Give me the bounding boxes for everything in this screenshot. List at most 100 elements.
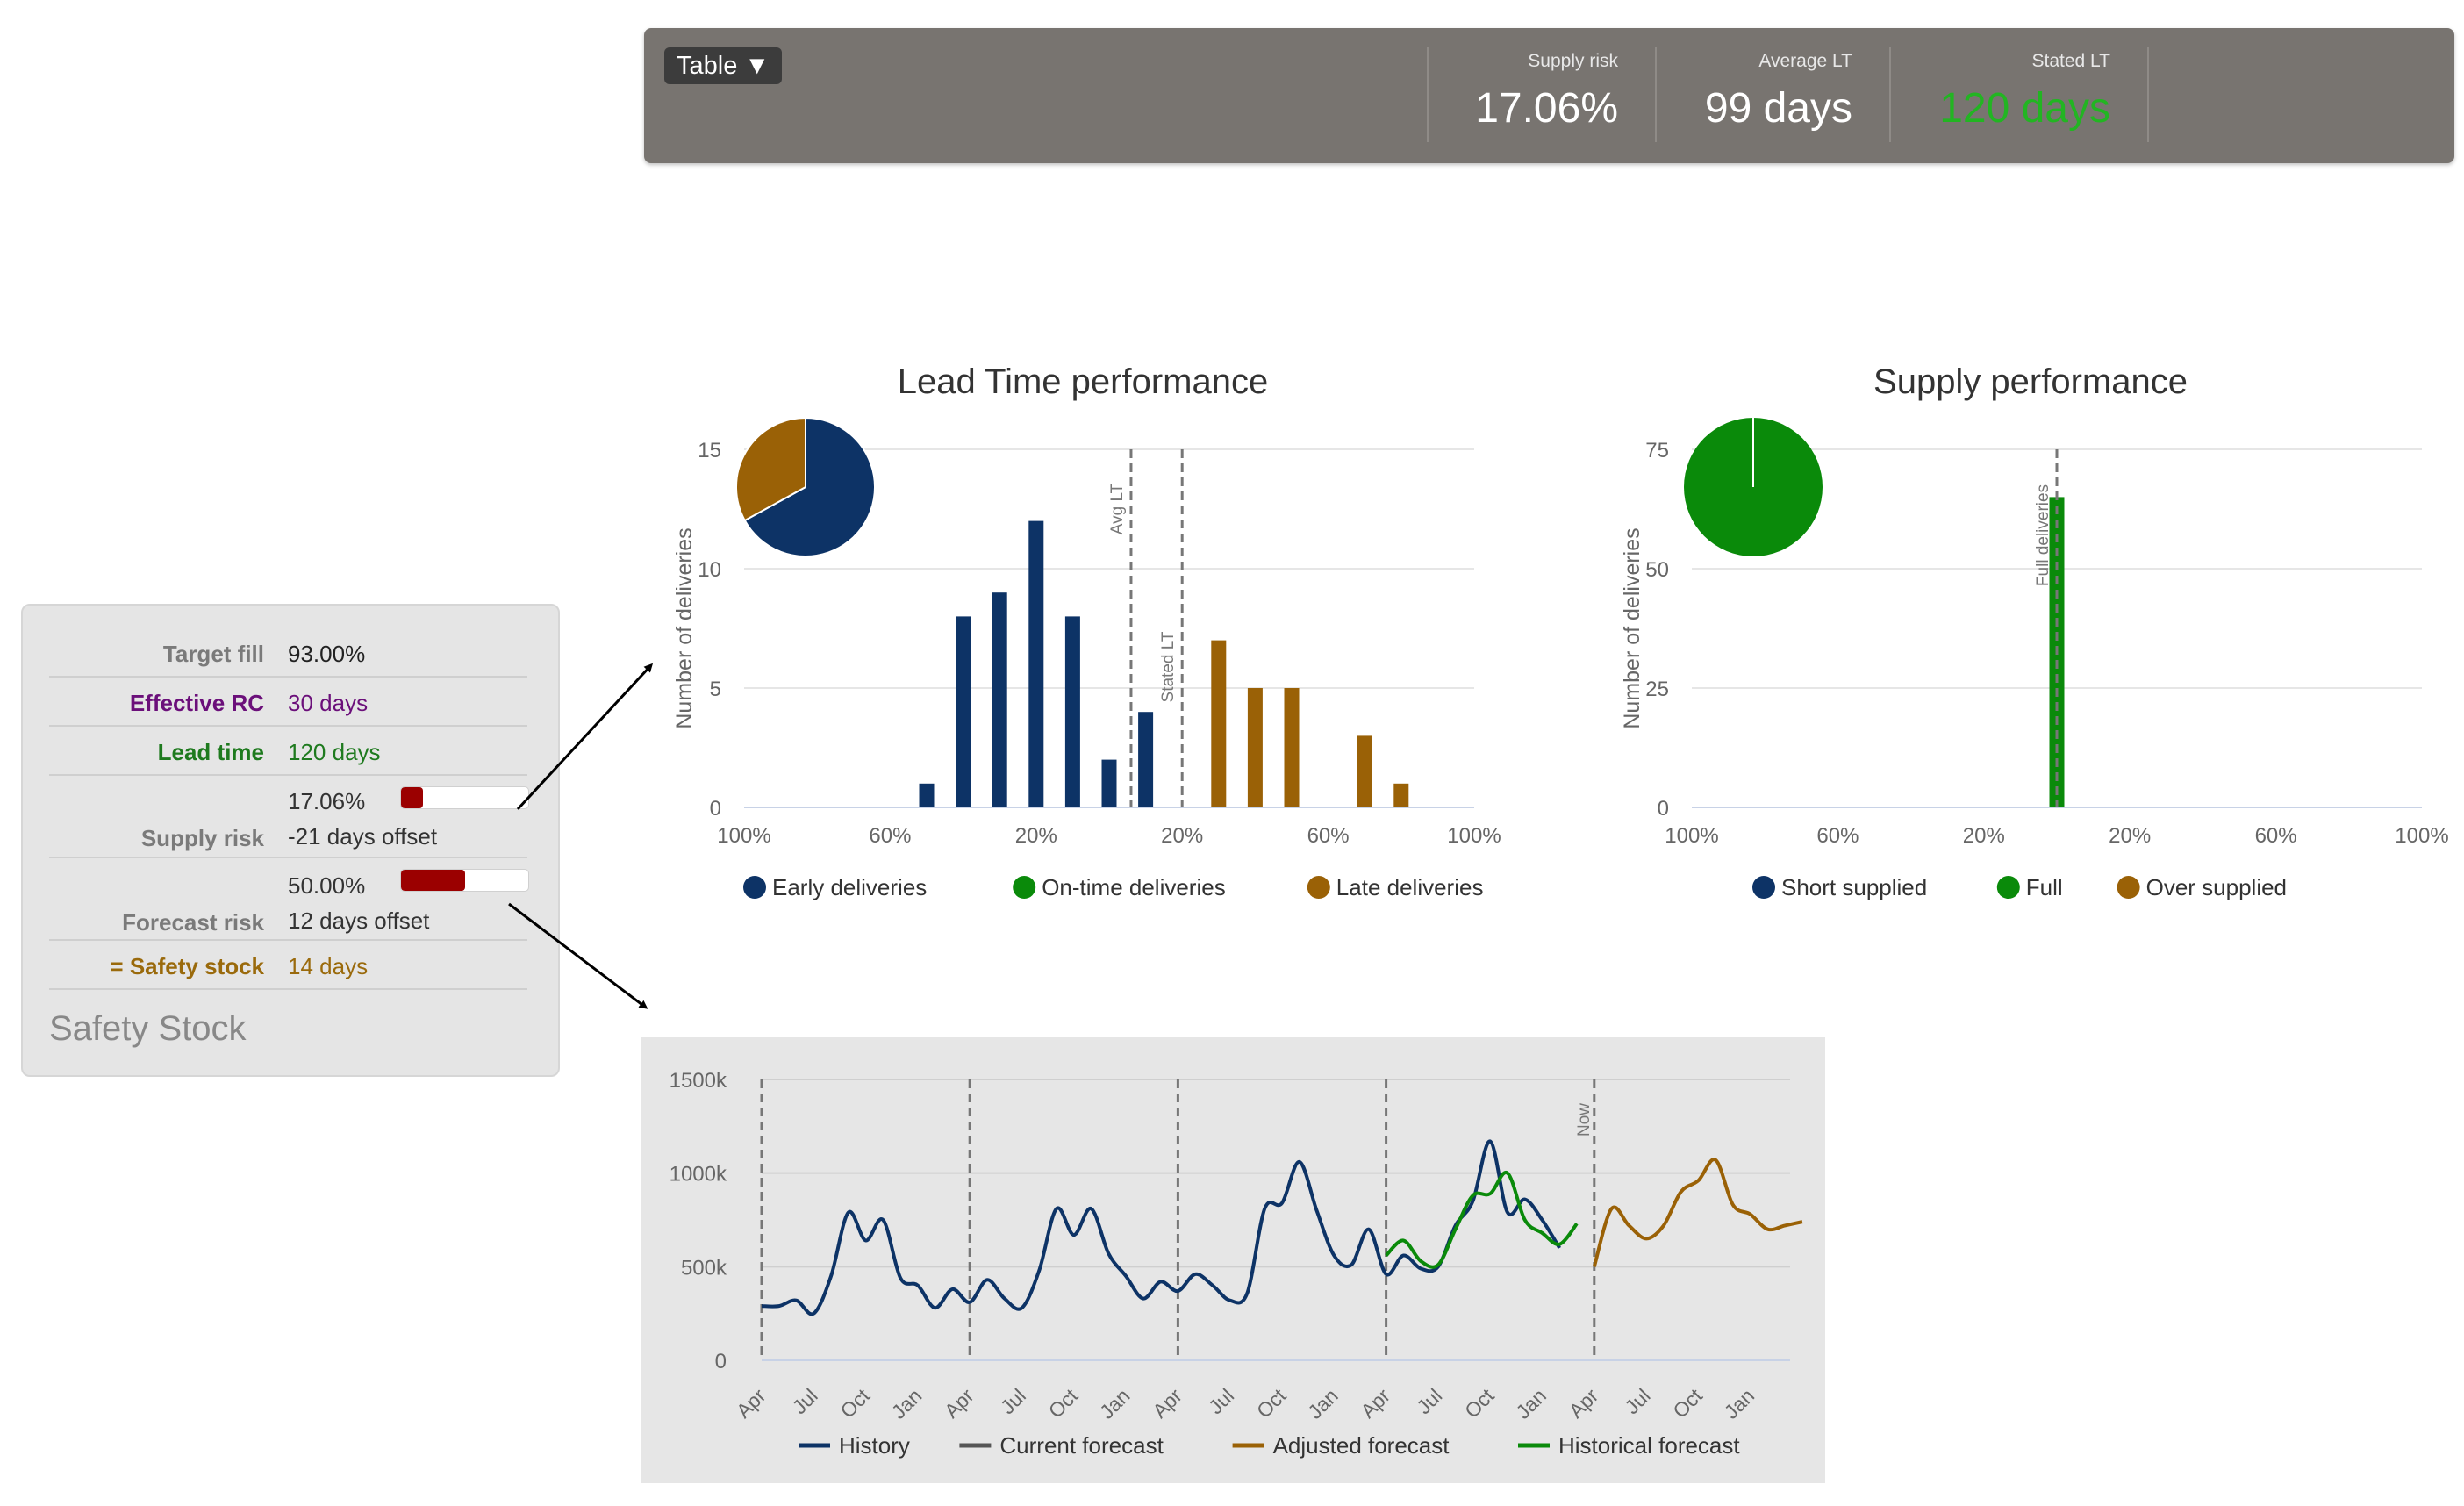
x-tick-label: Oct xyxy=(835,1384,874,1423)
x-tick-label: 100% xyxy=(717,824,770,848)
bar xyxy=(1101,759,1117,807)
legend-label: Late deliveries xyxy=(1336,874,1484,900)
y-tick-label: 1500k xyxy=(670,1069,727,1093)
x-tick-label: 100% xyxy=(2395,824,2448,848)
legend-marker xyxy=(1307,876,1330,899)
legend-marker xyxy=(1013,876,1036,899)
arrow-to-lead-time-chart xyxy=(516,663,654,811)
series-line xyxy=(1592,1158,1803,1267)
bar xyxy=(1028,520,1044,807)
bar xyxy=(1393,783,1409,807)
kpi-supply-risk: Supply risk 17.06% xyxy=(1427,47,1657,142)
x-tick-label: Jul xyxy=(1412,1384,1446,1418)
y-tick-label: 50 xyxy=(1645,558,1669,582)
safety-stock-title: Safety Stock xyxy=(49,1009,247,1048)
x-tick-label: Jul xyxy=(788,1384,822,1418)
x-tick-label: Jul xyxy=(996,1384,1030,1418)
x-tick-label: 60% xyxy=(1816,824,1859,848)
series-line xyxy=(1385,1171,1579,1269)
safety-stock-label: = Safety stock xyxy=(110,953,264,979)
supply-risk-bar xyxy=(400,786,529,809)
forecast-risk-offset: 12 days offset xyxy=(288,907,430,934)
kpi-label: Supply risk xyxy=(1528,51,1618,71)
supply-risk-label: Supply risk xyxy=(140,825,264,851)
legend-label: Full xyxy=(2026,874,2063,900)
kpi-label: Stated LT xyxy=(2031,51,2111,71)
x-tick-label: Jan xyxy=(1511,1384,1551,1424)
x-tick-label: 60% xyxy=(869,824,911,848)
reference-line-label: Avg LT xyxy=(1108,483,1127,534)
target-fill-label: Target fill xyxy=(162,641,264,667)
x-tick-label: Oct xyxy=(1668,1384,1707,1423)
y-tick-label: 15 xyxy=(698,439,721,463)
y-tick-label: 25 xyxy=(1645,678,1669,701)
bar xyxy=(1357,735,1372,807)
kpi-divider xyxy=(2147,47,2149,142)
row-safety-stock: = Safety stock 14 days xyxy=(49,941,527,990)
bar xyxy=(1211,640,1227,807)
y-tick-label: 500k xyxy=(681,1256,727,1280)
supply-risk-offset: -21 days offset xyxy=(288,823,438,850)
reference-line-label: Full deliveries xyxy=(2034,484,2052,586)
kpi-value: 17.06% xyxy=(1475,85,1618,132)
bar xyxy=(919,783,935,807)
y-axis-label: Number of deliveries xyxy=(672,527,697,728)
legend-marker xyxy=(743,876,766,899)
x-tick-label: Jan xyxy=(887,1384,927,1424)
y-axis-label: Number of deliveries xyxy=(1620,527,1644,728)
row-target-fill: Target fill 93.00% xyxy=(49,628,527,678)
series-line xyxy=(761,1139,1561,1316)
x-tick-label: Apr xyxy=(1148,1384,1186,1423)
forecast-chart: 0 500k 1000k 1500k Apr Jul Oct Jan Apr Jul Oct Jan A… xyxy=(670,1069,1803,1459)
safety-stock-panel: Target fill 93.00% Effective RC 30 days … xyxy=(21,604,560,1077)
legend-label: Adjusted forecast xyxy=(1273,1432,1450,1459)
x-tick-label: Jul xyxy=(1204,1384,1238,1418)
x-tick-label: Jan xyxy=(1303,1384,1343,1424)
y-tick-label: 1000k xyxy=(670,1163,727,1187)
y-tick-label: 75 xyxy=(1645,439,1669,463)
x-tick-label: Jul xyxy=(1620,1384,1654,1418)
forecast-risk-bar-fill xyxy=(401,870,465,891)
supply-chart: Supply performance 0 25 50 75 Number of deliv… xyxy=(1620,362,2449,900)
legend-marker xyxy=(2117,876,2140,899)
x-tick-label: Oct xyxy=(1460,1384,1499,1423)
x-tick-label: 20% xyxy=(1161,824,1203,848)
table-view-button[interactable]: Table ▼ xyxy=(664,47,783,84)
row-lead-time: Lead time 120 days xyxy=(49,727,527,776)
lead-time-value: 120 days xyxy=(288,739,381,765)
target-fill-value: 93.00% xyxy=(288,641,366,667)
legend-label: Historical forecast xyxy=(1558,1432,1740,1459)
safety-stock-value: 14 days xyxy=(288,953,369,979)
x-tick-label: 20% xyxy=(2109,824,2151,848)
row-forecast-risk: 50.00% Forecast risk 12 days offset xyxy=(49,858,529,941)
chart-title: Lead Time performance xyxy=(898,362,1268,401)
bar xyxy=(1247,688,1263,807)
forecast-risk-percent: 50.00% xyxy=(288,872,366,899)
y-tick-label: 0 xyxy=(710,797,721,821)
legend-label: History xyxy=(839,1432,910,1459)
bar xyxy=(956,616,971,807)
legend-marker xyxy=(1752,876,1775,899)
lead-time-label: Lead time xyxy=(157,739,264,765)
forecast-risk-label: Forecast risk xyxy=(122,909,264,936)
supply-risk-bar-fill xyxy=(401,787,423,808)
arrow-to-forecast-chart xyxy=(508,902,648,1009)
pie-slice xyxy=(735,416,806,522)
x-tick-label: Apr xyxy=(1565,1384,1603,1423)
row-effective-rc: Effective RC 30 days xyxy=(49,678,527,727)
x-tick-label: 20% xyxy=(1963,824,2005,848)
x-tick-label: 100% xyxy=(1665,824,1718,848)
y-tick-label: 5 xyxy=(710,678,721,701)
y-tick-label: 0 xyxy=(715,1350,727,1373)
kpi-stated-lt: Stated LT 120 days xyxy=(1889,47,2149,142)
kpi-value: 99 days xyxy=(1704,85,1852,132)
pie-slice xyxy=(743,416,876,557)
legend-marker xyxy=(1996,876,2020,899)
bar xyxy=(1284,688,1300,807)
x-tick-label: 60% xyxy=(1307,824,1350,848)
bar xyxy=(1064,616,1080,807)
bar xyxy=(1138,712,1154,807)
legend-label: On-time deliveries xyxy=(1042,874,1226,900)
legend-label: Early deliveries xyxy=(772,874,927,900)
